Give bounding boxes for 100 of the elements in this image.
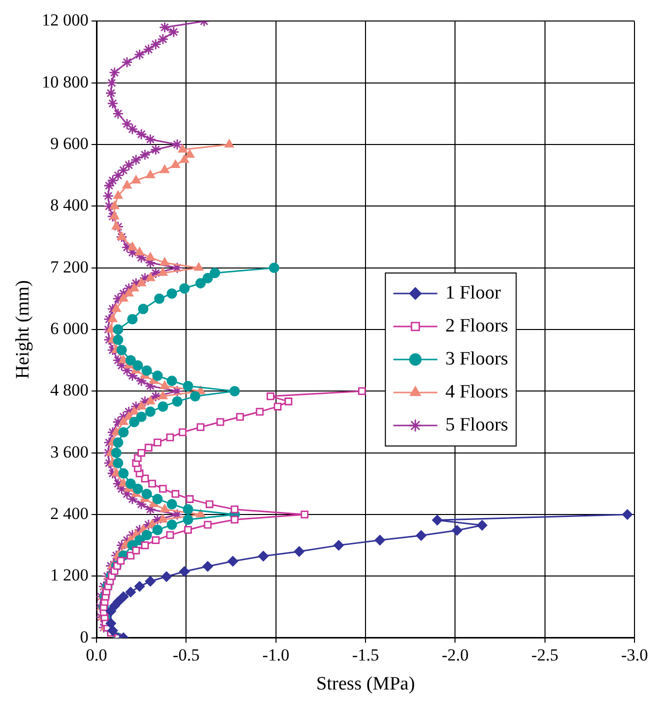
legend-label: 3 Floors — [445, 348, 508, 370]
point — [416, 530, 426, 541]
point — [210, 268, 220, 278]
x-tick-label: -3.0 — [621, 645, 648, 664]
y-tick-label: 2 400 — [50, 504, 89, 523]
y-tick-label: 8 400 — [50, 196, 89, 215]
point — [111, 448, 122, 458]
point — [166, 288, 178, 299]
point — [166, 499, 178, 510]
point — [204, 520, 212, 529]
point — [132, 360, 143, 371]
point — [141, 474, 149, 482]
point — [158, 401, 168, 412]
point — [300, 510, 308, 518]
point — [202, 272, 213, 284]
y-tick-label: 9 600 — [50, 134, 89, 153]
point — [112, 596, 124, 608]
point — [125, 478, 136, 489]
y-tick-label: 10 800 — [42, 72, 89, 92]
point — [138, 304, 148, 314]
point — [136, 412, 147, 422]
point — [134, 581, 145, 592]
y-tick-label: 3 600 — [50, 442, 89, 462]
point — [141, 541, 149, 550]
point — [166, 376, 178, 386]
y-tick-label: 0 — [80, 627, 89, 646]
point — [229, 386, 240, 396]
point — [230, 505, 239, 514]
point — [154, 293, 165, 304]
point — [182, 504, 194, 515]
point — [166, 434, 174, 442]
y-tick-label: 12 000 — [42, 10, 89, 30]
point — [144, 444, 152, 452]
point — [202, 561, 213, 572]
point — [622, 509, 633, 520]
point — [152, 370, 163, 381]
point — [374, 534, 386, 546]
point — [118, 591, 129, 602]
point — [236, 412, 244, 421]
y-tick-label: 7 200 — [50, 257, 89, 276]
point — [125, 586, 136, 598]
point — [228, 556, 238, 566]
point — [266, 392, 274, 400]
point — [152, 524, 163, 536]
point — [118, 427, 129, 438]
point — [284, 398, 292, 406]
point — [112, 334, 124, 345]
x-tick-label: -2.0 — [442, 645, 469, 664]
legend-label: 4 Floors — [445, 381, 508, 402]
point — [274, 402, 282, 410]
point — [476, 520, 488, 530]
point — [107, 625, 118, 636]
x-tick-label: -1.0 — [262, 645, 290, 664]
legend-label: 1 Floor — [445, 282, 502, 304]
point — [142, 530, 152, 540]
point — [126, 552, 135, 560]
point — [196, 423, 204, 432]
point — [159, 484, 167, 493]
point — [166, 531, 174, 539]
point — [358, 387, 366, 396]
x-tick-label: -1.5 — [352, 645, 380, 664]
point — [258, 550, 269, 562]
point — [432, 514, 442, 526]
point — [186, 495, 194, 503]
point — [172, 396, 182, 407]
point — [112, 437, 124, 448]
point — [106, 618, 116, 629]
point — [145, 406, 156, 417]
point — [182, 514, 194, 525]
point — [182, 380, 194, 392]
x-tick-label: 0.0 — [86, 645, 108, 664]
point — [118, 468, 129, 479]
point — [333, 540, 344, 551]
point — [166, 520, 178, 530]
point — [112, 324, 124, 335]
point — [268, 262, 280, 274]
y-tick-label: 6 000 — [50, 318, 89, 338]
point — [132, 546, 140, 554]
point — [132, 484, 143, 494]
x-tick-label: -2.5 — [531, 645, 558, 664]
point — [206, 500, 214, 508]
point — [112, 458, 124, 468]
point — [195, 278, 206, 288]
point — [148, 480, 156, 488]
point — [161, 571, 172, 582]
legend-label: 2 Floors — [445, 315, 508, 336]
x-tick-label: -0.5 — [172, 645, 200, 664]
point — [152, 494, 163, 504]
point — [129, 416, 140, 428]
point — [256, 408, 264, 416]
point — [179, 283, 190, 294]
point — [178, 428, 187, 436]
point — [116, 556, 125, 565]
point — [142, 365, 152, 376]
point — [294, 546, 304, 557]
point — [125, 355, 136, 366]
point — [172, 490, 180, 498]
y-tick-label: 1 200 — [50, 566, 89, 585]
point — [216, 418, 224, 426]
legend-label: 5 Floors — [445, 414, 508, 436]
